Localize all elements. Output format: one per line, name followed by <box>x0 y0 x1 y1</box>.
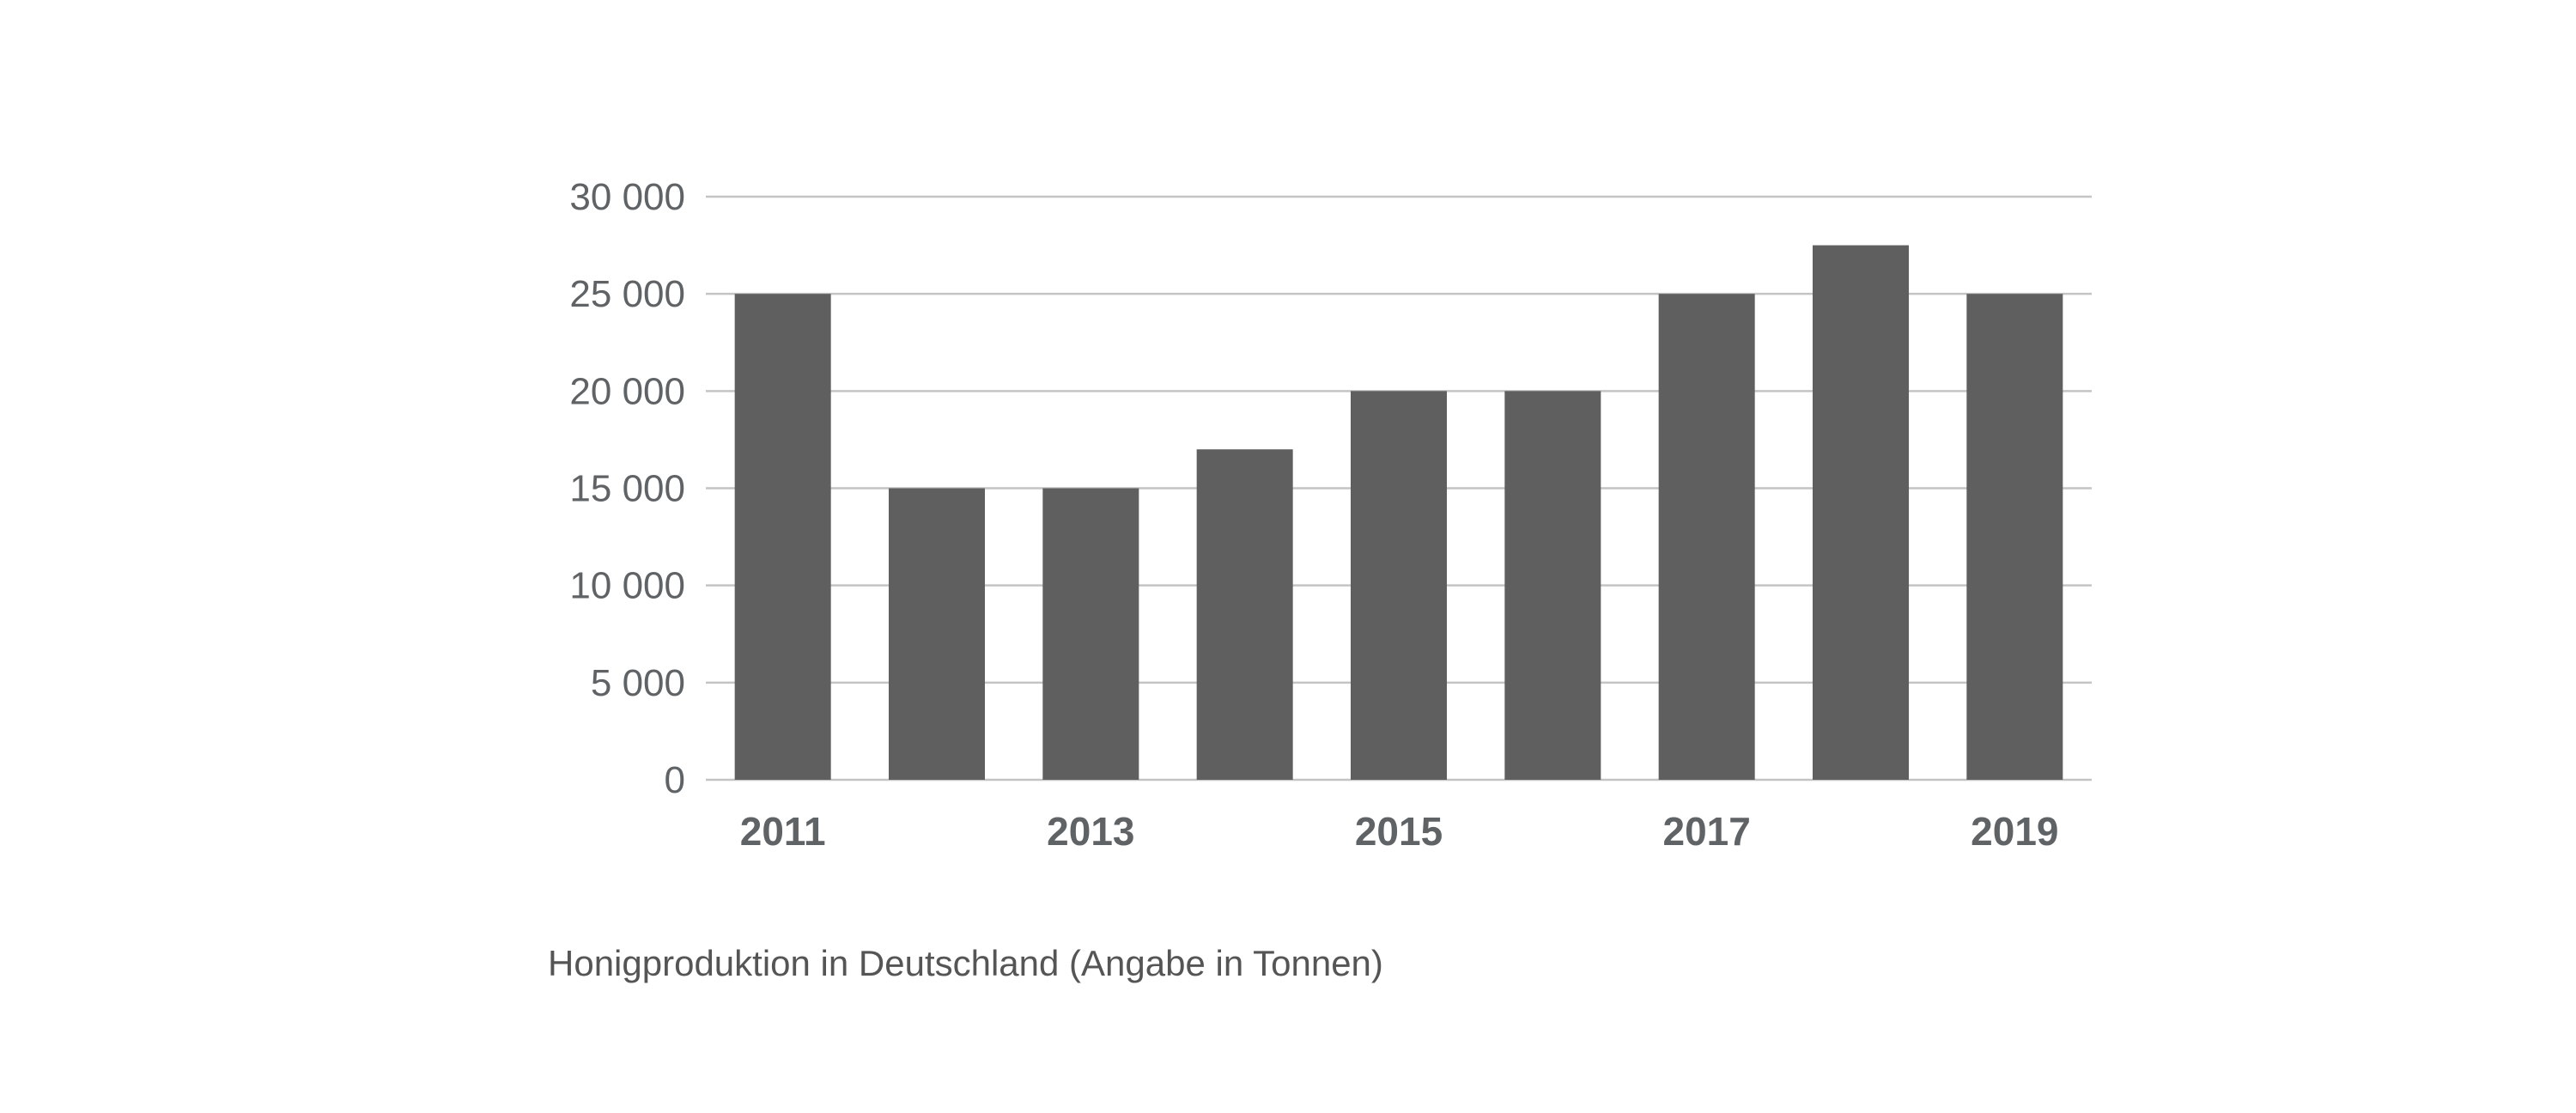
bar-2017 <box>1658 294 1755 781</box>
bar-2013 <box>1042 488 1139 780</box>
y-tick-label: 25 000 <box>569 273 685 315</box>
y-tick-label: 5 000 <box>591 662 685 704</box>
bar-2011 <box>734 294 831 781</box>
bars <box>734 245 2063 781</box>
y-axis-tick-labels: 0 5 000 10 000 15 000 20 000 25 000 30 000 <box>569 176 685 801</box>
bar-2012 <box>889 488 985 780</box>
bar-2019 <box>1966 294 2063 781</box>
x-axis-tick-labels: 2011 2013 2015 2017 2019 <box>740 809 2059 854</box>
bar-2016 <box>1504 391 1601 780</box>
y-tick-label: 0 <box>665 759 685 801</box>
x-tick-label: 2011 <box>740 809 826 854</box>
x-tick-label: 2017 <box>1662 809 1750 854</box>
y-tick-label: 10 000 <box>569 565 685 607</box>
bar-2014 <box>1196 449 1293 780</box>
bar-2018 <box>1813 245 1909 780</box>
chart-caption: Honigproduktion in Deutschland (Angabe i… <box>548 943 1383 983</box>
x-tick-label: 2019 <box>1971 809 2058 854</box>
x-tick-label: 2015 <box>1355 809 1443 854</box>
y-tick-label: 20 000 <box>569 370 685 412</box>
x-tick-label: 2013 <box>1047 809 1134 854</box>
bar-2015 <box>1351 391 1447 780</box>
y-tick-label: 30 000 <box>569 176 685 218</box>
y-tick-label: 15 000 <box>569 468 685 510</box>
